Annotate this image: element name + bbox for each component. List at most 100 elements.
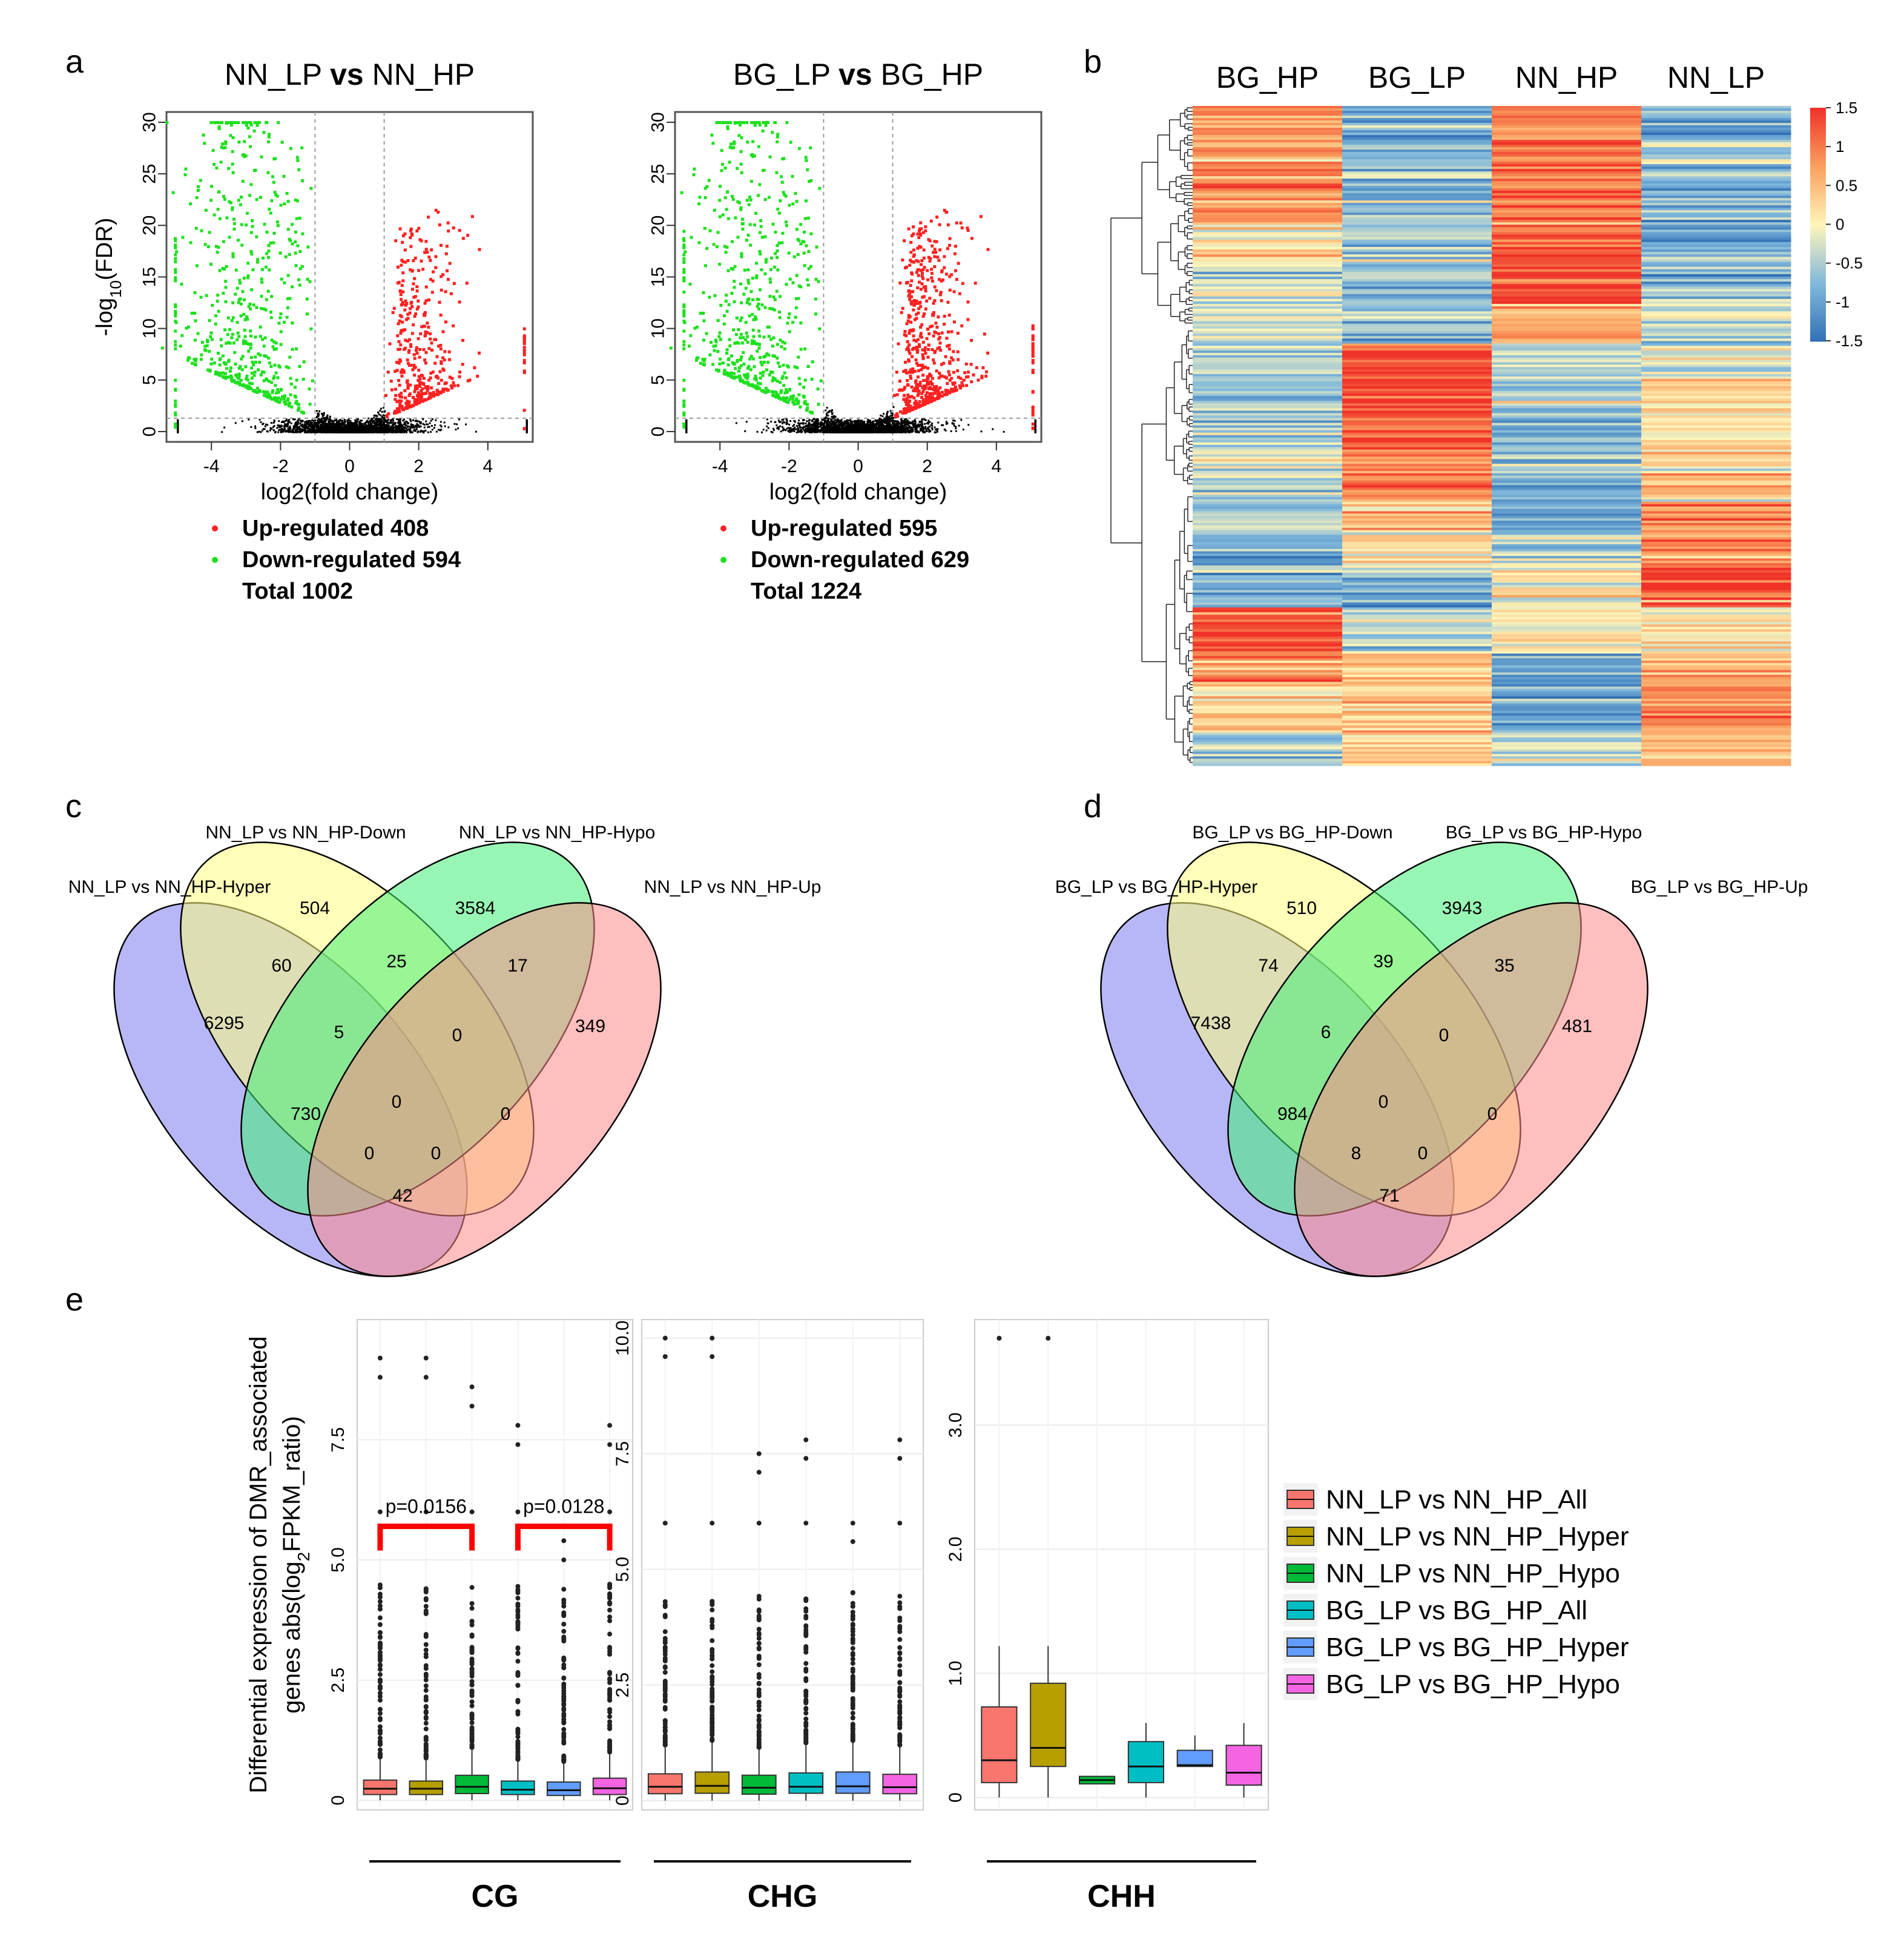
ns-point: [921, 420, 923, 423]
ns-point: [294, 424, 296, 426]
down-point: [224, 140, 228, 143]
ns-point: [395, 430, 398, 432]
ns-point: [877, 424, 880, 427]
ns-point: [423, 424, 426, 426]
up-point: [424, 361, 427, 365]
ns-point: [280, 421, 283, 423]
ns-point: [772, 427, 775, 430]
down-point: [250, 382, 254, 386]
ns-point: [850, 423, 852, 426]
ns-point: [407, 428, 410, 430]
down-point: [214, 322, 217, 326]
ns-point: [952, 423, 954, 425]
ns-point: [258, 430, 260, 433]
ns-point: [894, 423, 897, 425]
down-point: [268, 133, 271, 136]
down-point: [230, 378, 234, 381]
down-point: [232, 227, 236, 231]
ns-point: [330, 423, 332, 426]
down-point: [231, 255, 235, 258]
up-point: [423, 398, 427, 401]
down-point: [211, 149, 215, 153]
up-point: [410, 288, 414, 291]
ns-point: [426, 423, 428, 426]
ns-point: [407, 423, 409, 425]
ns-point: [298, 428, 300, 430]
ns-point: [367, 430, 370, 432]
up-point: [398, 319, 401, 323]
ns-point: [455, 423, 458, 426]
ns-point: [346, 429, 349, 431]
ns-point: [904, 429, 907, 431]
down-point: [212, 361, 216, 365]
down-point: [268, 361, 271, 365]
ns-point: [306, 427, 309, 429]
ns-point: [351, 427, 354, 430]
up-point: [423, 392, 426, 395]
ns-point: [420, 426, 422, 428]
down-point: [297, 403, 301, 406]
down-point: [257, 352, 260, 356]
down-point: [271, 398, 274, 401]
y-tick-label: 0: [140, 427, 160, 437]
ns-point: [365, 424, 367, 427]
up-point: [437, 382, 441, 386]
down-point: [174, 268, 177, 271]
up-point: [410, 305, 414, 309]
down-point: [217, 245, 220, 249]
down-point: [240, 243, 244, 247]
y-tick-label: 30: [140, 112, 160, 132]
ns-point: [422, 430, 424, 433]
ns-point: [770, 430, 772, 433]
ns-point: [370, 419, 372, 421]
ns-point: [841, 421, 843, 423]
ns-point: [377, 421, 380, 424]
up-point: [445, 269, 449, 272]
up-point: [429, 396, 432, 400]
ns-point: [826, 412, 828, 415]
down-point: [209, 331, 213, 335]
up-point: [414, 312, 418, 316]
ns-point: [347, 424, 349, 427]
ns-point: [374, 424, 376, 427]
up-point: [424, 350, 428, 354]
down-point: [174, 257, 177, 260]
ns-point: [367, 421, 369, 424]
ns-point: [298, 431, 301, 433]
ns-point: [374, 423, 377, 426]
up-point: [440, 390, 443, 394]
up-point: [420, 394, 423, 398]
ns-point: [262, 428, 265, 430]
up-point: [458, 370, 461, 374]
down-point: [227, 358, 231, 362]
ns-point: [427, 426, 429, 429]
down-point: [252, 129, 256, 133]
y-tick-label: 20: [140, 215, 160, 235]
up-point: [401, 271, 405, 275]
down-point: [249, 343, 252, 346]
ns-point: [273, 420, 275, 423]
down-point: [258, 390, 262, 393]
up-point: [406, 361, 410, 365]
up-point: [388, 342, 392, 346]
ns-point: [865, 428, 867, 430]
up-point: [424, 248, 428, 251]
up-point: [401, 320, 404, 324]
ns-point: [837, 418, 839, 421]
ns-point: [313, 427, 315, 430]
down-point: [242, 383, 246, 387]
down-point: [208, 369, 212, 372]
up-point: [424, 330, 427, 334]
ns-point: [316, 427, 318, 429]
up-point: [432, 392, 435, 396]
ns-point: [349, 431, 351, 433]
up-point: [435, 355, 439, 358]
ns-point: [278, 424, 280, 427]
up-point: [405, 301, 409, 305]
up-point: [522, 370, 526, 374]
legend-marker: [212, 557, 218, 563]
ns-point: [371, 426, 373, 428]
down-point: [175, 250, 179, 254]
ns-point: [857, 421, 860, 423]
up-point: [417, 378, 420, 382]
